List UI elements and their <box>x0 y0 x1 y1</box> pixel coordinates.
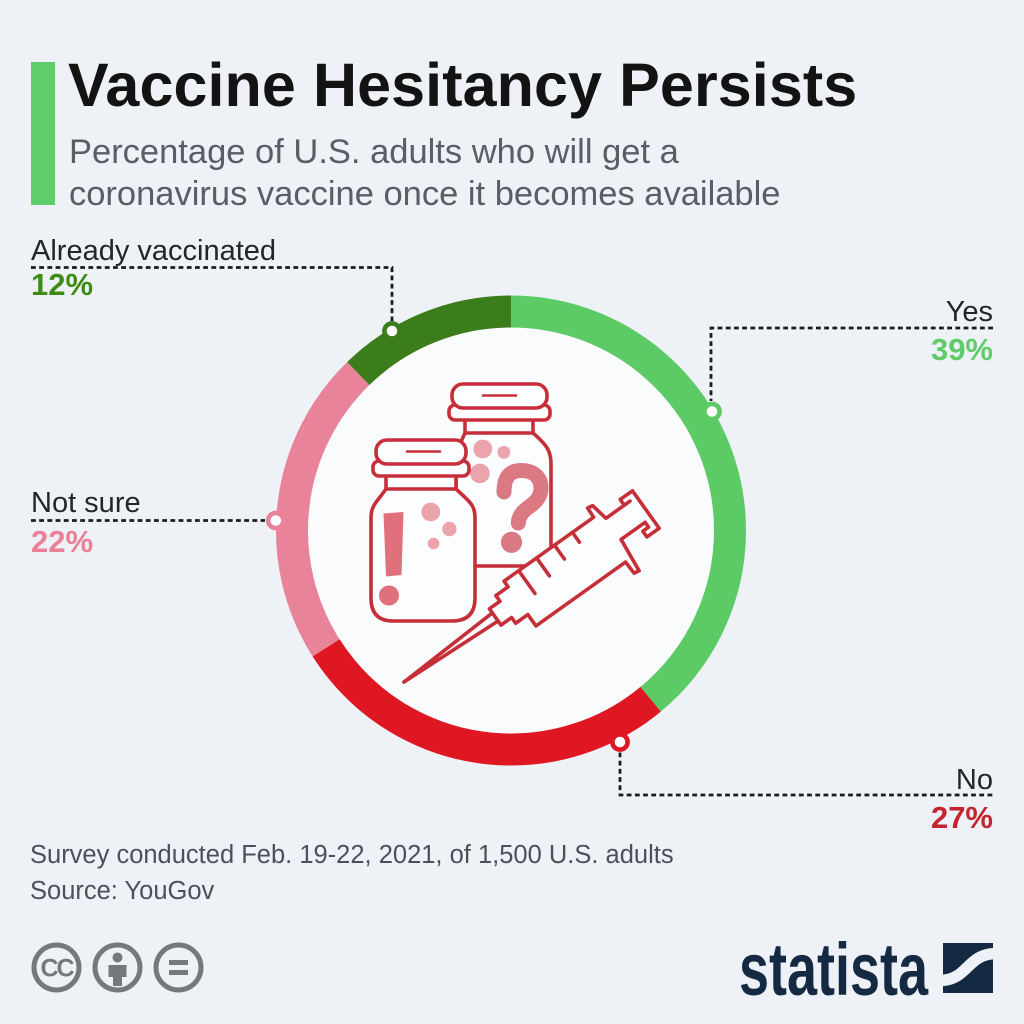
svg-text:CC: CC <box>40 955 74 983</box>
